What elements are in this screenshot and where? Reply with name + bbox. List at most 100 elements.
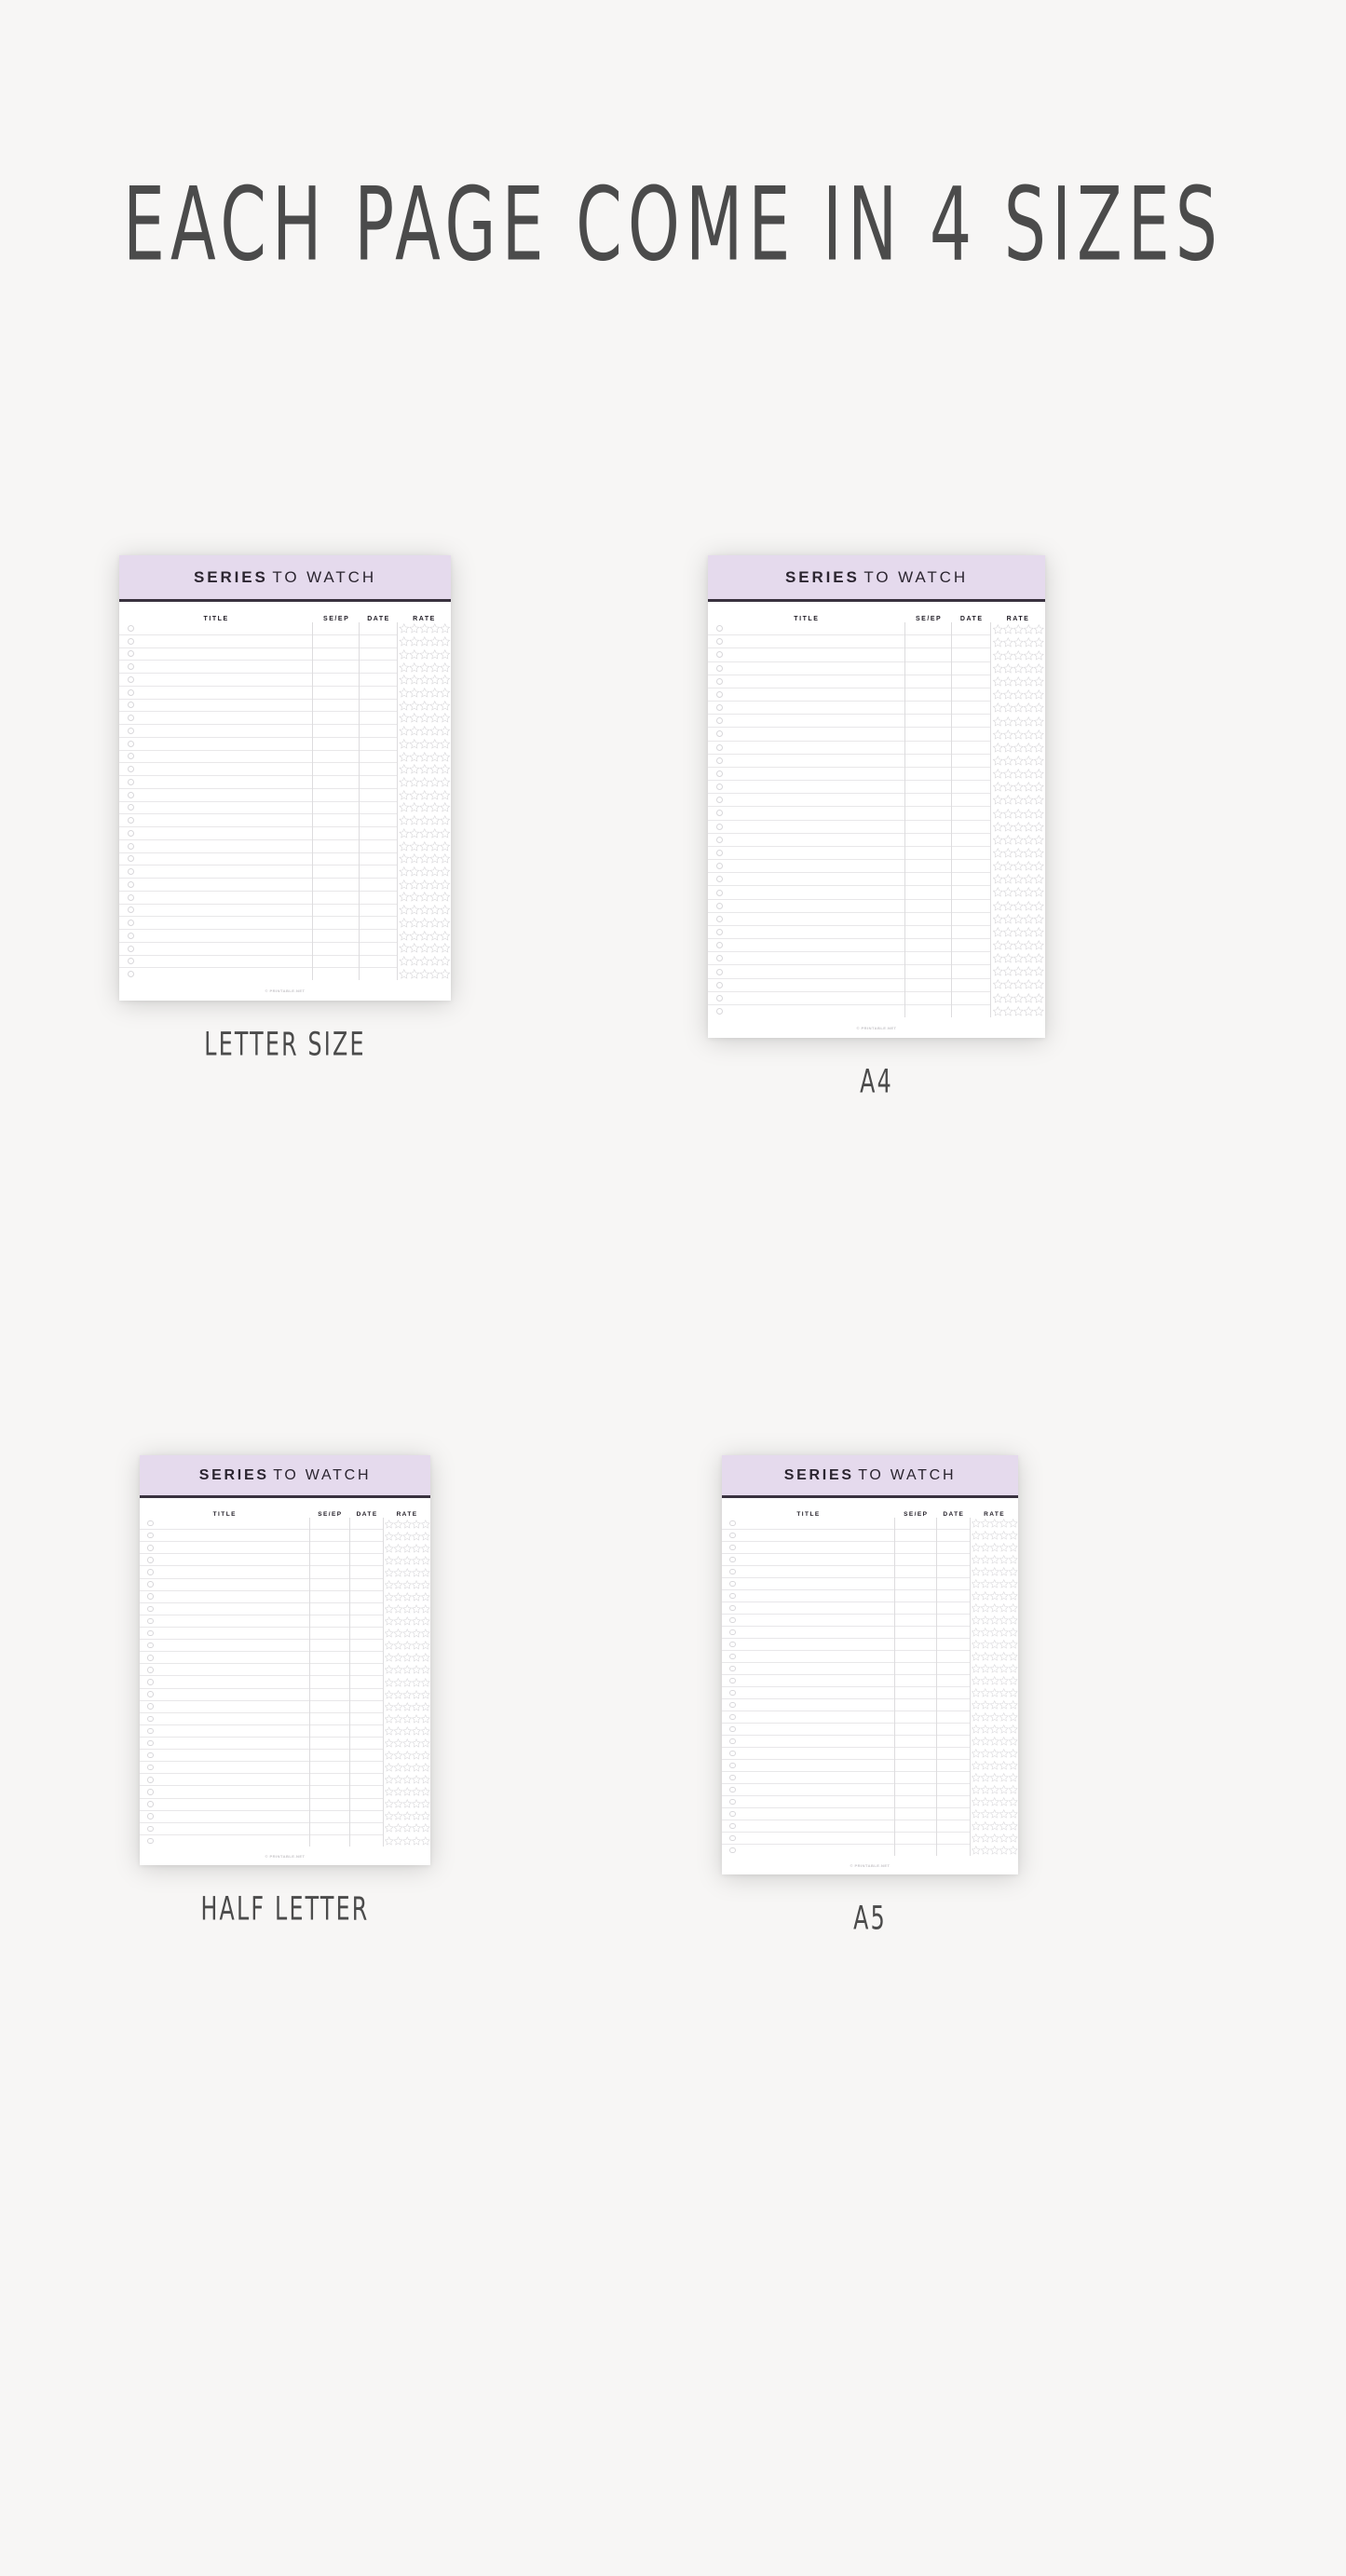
table-row-rate[interactable] [384,1676,430,1688]
checkbox-circle-icon[interactable] [729,1834,736,1842]
table-row-rate[interactable] [991,952,1045,965]
table-row[interactable] [309,1628,350,1641]
checkbox-circle-icon[interactable] [729,1520,736,1527]
table-row-rate[interactable] [971,1542,1018,1554]
table-row-rate[interactable] [398,904,451,917]
table-row-rate[interactable] [398,942,451,955]
table-row[interactable] [722,1615,895,1627]
table-row[interactable] [895,1602,936,1615]
table-row[interactable] [360,725,398,738]
table-row[interactable] [313,635,360,648]
table-row[interactable] [904,847,952,861]
checkbox-circle-icon[interactable] [147,1739,154,1747]
table-row[interactable] [350,1701,384,1713]
table-row-rate[interactable] [971,1711,1018,1724]
table-row[interactable] [936,1554,971,1566]
table-row-rate[interactable] [991,991,1045,1004]
table-row[interactable] [313,905,360,918]
checkbox-circle-icon[interactable] [716,981,723,988]
table-row-rate[interactable] [991,912,1045,925]
size-variant-half-letter[interactable]: SERIES TO WATCH TITLE SE/EP DATE RATE © … [140,1455,430,1929]
table-row-rate[interactable] [398,788,451,801]
table-row[interactable] [952,821,991,834]
table-row-rate[interactable] [971,1820,1018,1832]
checkbox-circle-icon[interactable] [147,1532,154,1539]
table-row[interactable] [309,1713,350,1725]
table-row-rate[interactable] [384,1688,430,1700]
table-row[interactable] [140,1566,309,1579]
table-row[interactable] [708,702,904,716]
table-row[interactable] [309,1615,350,1628]
table-row[interactable] [936,1711,971,1724]
table-row[interactable] [140,1823,309,1835]
table-row[interactable] [904,768,952,782]
table-row[interactable] [313,648,360,661]
table-row[interactable] [360,968,397,980]
checkbox-circle-icon[interactable] [729,1689,736,1697]
table-row[interactable] [708,755,904,768]
table-row[interactable] [952,715,991,729]
checkbox-circle-icon[interactable] [716,730,723,738]
table-row[interactable] [895,1627,936,1639]
table-row[interactable] [708,781,904,795]
table-row-rate[interactable] [384,1590,430,1602]
checkbox-circle-icon[interactable] [716,677,723,685]
table-row[interactable] [350,1786,384,1799]
table-row[interactable] [904,900,952,913]
table-row[interactable] [936,1784,971,1796]
table-row-rate[interactable] [398,967,451,980]
table-row[interactable] [309,1689,350,1701]
checkbox-circle-icon[interactable] [729,1604,736,1612]
table-row[interactable] [708,873,904,887]
table-row-rate[interactable] [991,781,1045,794]
table-row[interactable] [708,900,904,913]
table-row[interactable] [722,1542,895,1554]
checkbox-circle-icon[interactable] [128,624,134,632]
table-row-rate[interactable] [991,846,1045,859]
table-row[interactable] [936,1663,971,1675]
table-row[interactable] [904,965,952,979]
checkbox-circle-icon[interactable] [128,688,134,696]
table-row[interactable] [360,840,398,853]
table-row[interactable] [140,1615,309,1628]
table-row[interactable] [360,648,398,661]
checkbox-circle-icon[interactable] [147,1569,154,1575]
table-row[interactable] [722,1845,894,1856]
table-row[interactable] [119,622,313,635]
table-row[interactable] [952,886,991,900]
table-row[interactable] [140,1530,309,1543]
table-row-rate[interactable] [971,1735,1018,1747]
table-row-rate[interactable] [971,1783,1018,1795]
table-row[interactable] [119,776,313,789]
table-row-rate[interactable] [384,1822,430,1834]
table-row[interactable] [119,661,313,674]
table-row[interactable] [119,725,313,738]
checkbox-circle-icon[interactable] [128,702,134,709]
table-row-rate[interactable] [398,801,451,814]
table-row[interactable] [309,1799,350,1811]
table-row[interactable] [140,1640,309,1653]
table-row[interactable] [309,1811,350,1823]
checkbox-circle-icon[interactable] [716,1008,723,1015]
table-row-rate[interactable] [398,622,451,635]
table-row-rate[interactable] [384,1700,430,1712]
table-row[interactable] [952,675,991,688]
table-row[interactable] [119,865,313,879]
table-row[interactable] [904,715,952,729]
checkbox-circle-icon[interactable] [147,1557,154,1563]
table-row[interactable] [936,1542,971,1554]
table-row[interactable] [936,1530,971,1542]
table-row-rate[interactable] [398,929,451,942]
checkbox-circle-icon[interactable] [147,1801,154,1807]
checkbox-circle-icon[interactable] [716,690,723,698]
printable-sheet[interactable]: SERIES TO WATCH TITLE SE/EP DATE RATE © … [722,1455,1018,1874]
checkbox-circle-icon[interactable] [716,770,723,777]
table-row-rate[interactable] [971,1747,1018,1759]
table-row[interactable] [895,1808,936,1820]
table-row[interactable] [904,873,952,887]
checkbox-circle-icon[interactable] [729,1592,736,1600]
checkbox-circle-icon[interactable] [716,717,723,725]
checkbox-circle-icon[interactable] [128,766,134,773]
table-row[interactable] [895,1760,936,1772]
checkbox-circle-icon[interactable] [729,1677,736,1684]
